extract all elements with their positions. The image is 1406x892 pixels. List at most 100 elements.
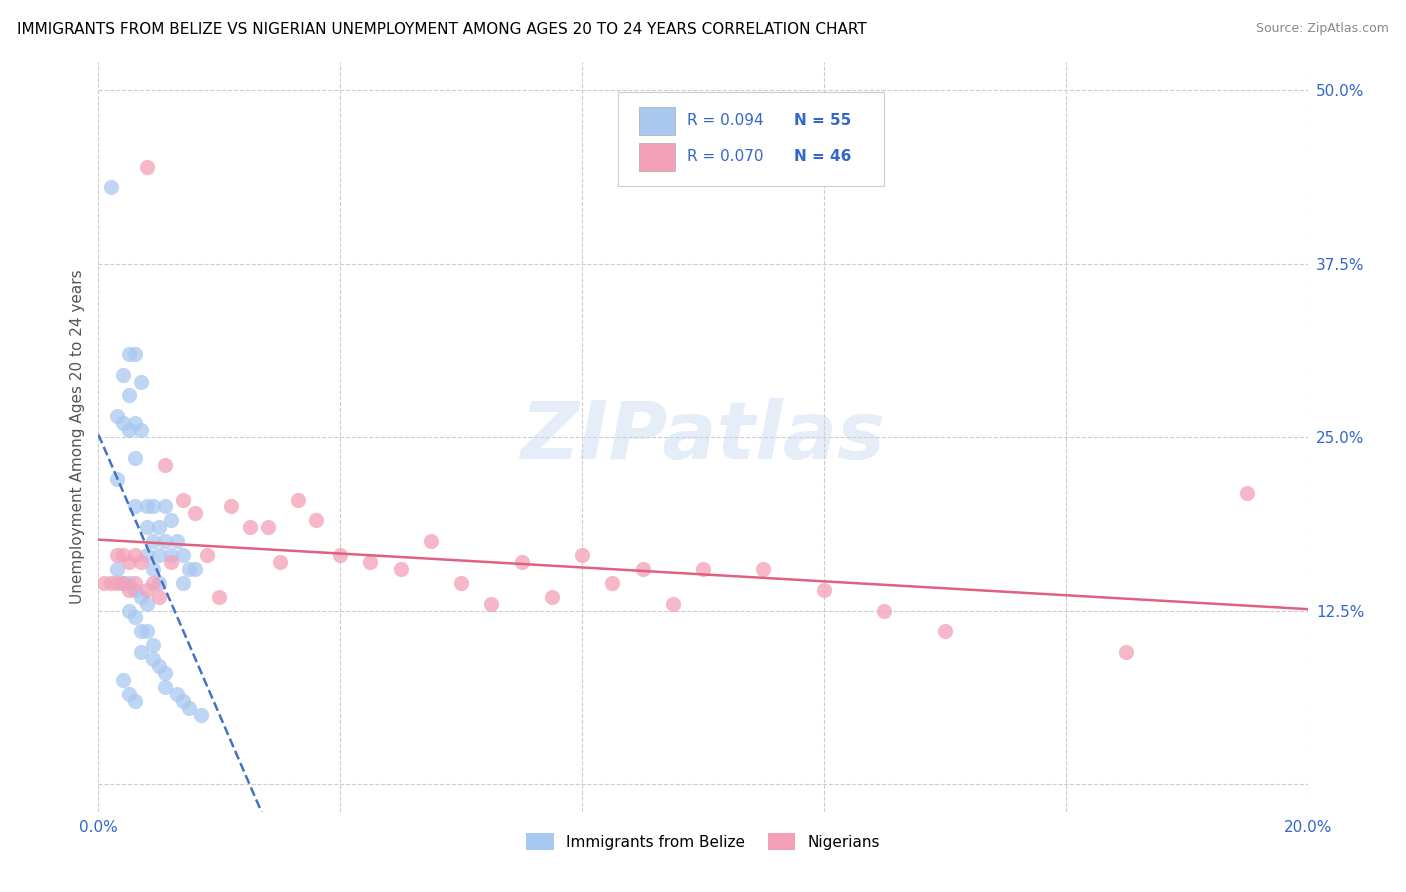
Point	[172, 492, 194, 507]
Point	[111, 368, 134, 382]
Point	[360, 555, 382, 569]
Point	[153, 500, 176, 514]
Point	[129, 624, 152, 639]
Point	[305, 513, 328, 527]
Point	[166, 534, 188, 549]
Point	[124, 548, 146, 562]
Point	[142, 500, 165, 514]
Point	[142, 575, 165, 590]
Point	[105, 562, 128, 576]
Point	[142, 652, 165, 666]
Point	[153, 665, 176, 680]
Point	[111, 575, 134, 590]
Point	[124, 500, 146, 514]
Text: N = 46: N = 46	[793, 149, 851, 163]
Point	[256, 520, 278, 534]
Point	[124, 610, 146, 624]
Bar	[638, 143, 675, 171]
Point	[148, 659, 170, 673]
Point	[105, 575, 128, 590]
Point	[142, 638, 165, 652]
Point	[239, 520, 262, 534]
Point	[129, 555, 152, 569]
Point	[111, 673, 134, 687]
Point	[389, 562, 412, 576]
Point	[179, 700, 201, 714]
Point	[287, 492, 309, 507]
Point	[124, 694, 146, 708]
Text: R = 0.094: R = 0.094	[688, 112, 763, 128]
Point	[1236, 485, 1258, 500]
Point	[813, 582, 835, 597]
Point	[135, 624, 157, 639]
Point	[160, 513, 183, 527]
Point	[118, 555, 141, 569]
Text: R = 0.070: R = 0.070	[688, 149, 763, 163]
Point	[135, 597, 157, 611]
Point	[118, 388, 141, 402]
Point	[692, 562, 714, 576]
Point	[602, 575, 624, 590]
Text: N = 55: N = 55	[793, 112, 851, 128]
Point	[269, 555, 291, 569]
Point	[631, 562, 654, 576]
Text: ZIPatlas: ZIPatlas	[520, 398, 886, 476]
Point	[129, 590, 152, 604]
Point	[118, 575, 141, 590]
Point	[148, 575, 170, 590]
Point	[661, 597, 683, 611]
Point	[100, 180, 122, 194]
Point	[105, 472, 128, 486]
Point	[142, 534, 165, 549]
Point	[105, 548, 128, 562]
Bar	[638, 107, 675, 135]
Point	[190, 707, 212, 722]
Point	[481, 597, 503, 611]
Point	[142, 562, 165, 576]
Point	[135, 582, 157, 597]
Point	[208, 590, 231, 604]
Point	[873, 603, 896, 617]
Point	[118, 423, 141, 437]
Point	[111, 548, 134, 562]
Point	[111, 416, 134, 430]
Text: Source: ZipAtlas.com: Source: ZipAtlas.com	[1256, 22, 1389, 36]
Point	[329, 548, 352, 562]
Point	[129, 645, 152, 659]
Point	[148, 590, 170, 604]
Point	[124, 347, 146, 361]
Point	[105, 409, 128, 424]
Point	[118, 603, 141, 617]
Point	[148, 520, 170, 534]
Point	[118, 582, 141, 597]
Point	[118, 347, 141, 361]
Point	[124, 450, 146, 465]
Text: IMMIGRANTS FROM BELIZE VS NIGERIAN UNEMPLOYMENT AMONG AGES 20 TO 24 YEARS CORREL: IMMIGRANTS FROM BELIZE VS NIGERIAN UNEMP…	[17, 22, 866, 37]
Point	[221, 500, 243, 514]
FancyBboxPatch shape	[619, 93, 884, 186]
Point	[195, 548, 218, 562]
Point	[93, 575, 115, 590]
Point	[934, 624, 956, 639]
Point	[172, 548, 194, 562]
Point	[153, 680, 176, 694]
Point	[135, 520, 157, 534]
Point	[153, 534, 176, 549]
Point	[540, 590, 562, 604]
Point	[129, 423, 152, 437]
Point	[172, 694, 194, 708]
Point	[118, 687, 141, 701]
Y-axis label: Unemployment Among Ages 20 to 24 years: Unemployment Among Ages 20 to 24 years	[69, 269, 84, 605]
Point	[135, 548, 157, 562]
Point	[124, 582, 146, 597]
Point	[160, 555, 183, 569]
Point	[420, 534, 443, 549]
Point	[1115, 645, 1137, 659]
Point	[129, 375, 152, 389]
Point	[752, 562, 775, 576]
Point	[153, 458, 176, 472]
Point	[135, 160, 157, 174]
Point	[172, 575, 194, 590]
Point	[166, 687, 188, 701]
Point	[100, 575, 122, 590]
